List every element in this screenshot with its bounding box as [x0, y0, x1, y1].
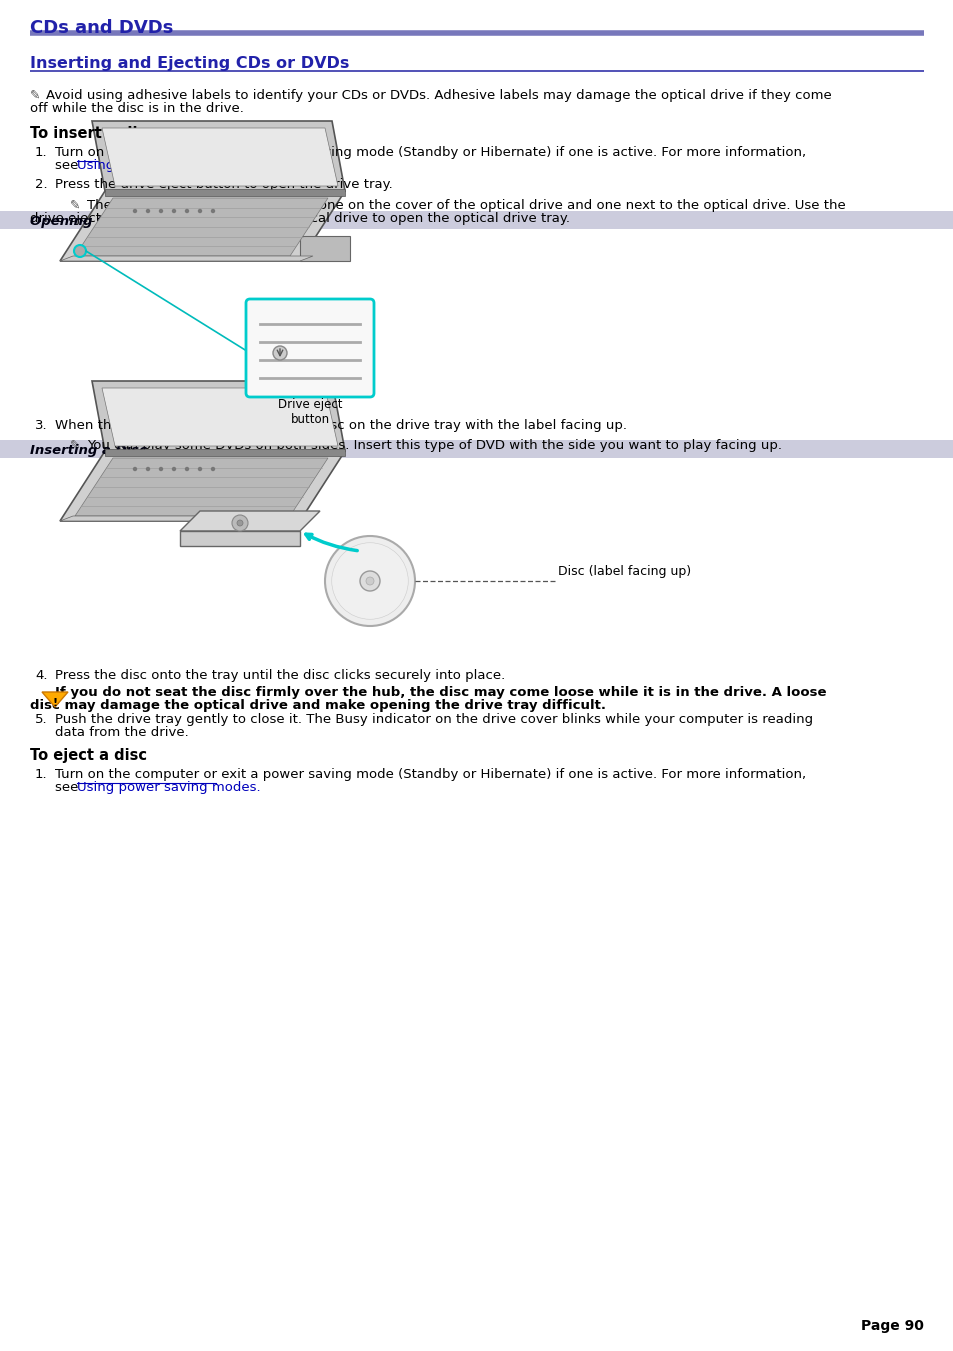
Text: off while the disc is in the drive.: off while the disc is in the drive.: [30, 101, 244, 115]
Bar: [0, 211, 953, 230]
Circle shape: [236, 520, 243, 526]
Text: There are two drive eject buttons: one on the cover of the optical drive and one: There are two drive eject buttons: one o…: [87, 199, 845, 212]
Circle shape: [159, 209, 162, 212]
Circle shape: [172, 467, 175, 470]
FancyBboxPatch shape: [246, 299, 374, 397]
Text: Inserting a Disc: Inserting a Disc: [30, 444, 147, 457]
Polygon shape: [75, 458, 328, 516]
Text: ✎: ✎: [70, 439, 80, 453]
Polygon shape: [60, 516, 313, 521]
Text: 4.: 4.: [35, 669, 48, 682]
Text: You can play some DVDs on both sides. Insert this type of DVD with the side you : You can play some DVDs on both sides. In…: [87, 439, 781, 453]
Text: Inserting and Ejecting CDs or DVDs: Inserting and Ejecting CDs or DVDs: [30, 55, 349, 72]
Text: 1.: 1.: [35, 146, 48, 159]
Text: If you do not seat the disc firmly over the hub, the disc may come loose while i: If you do not seat the disc firmly over …: [55, 686, 825, 698]
Circle shape: [325, 536, 415, 626]
Circle shape: [185, 467, 189, 470]
Text: 3.: 3.: [35, 419, 48, 432]
Text: When the drive tray slides out, place a disc on the drive tray with the label fa: When the drive tray slides out, place a …: [55, 419, 626, 432]
Text: see: see: [55, 781, 83, 794]
Polygon shape: [75, 199, 328, 255]
Polygon shape: [102, 388, 337, 446]
Text: Using power saving modes.: Using power saving modes.: [77, 781, 260, 794]
Text: Turn on the computer or exit a power saving mode (Standby or Hibernate) if one i: Turn on the computer or exit a power sav…: [55, 146, 805, 159]
Circle shape: [133, 209, 136, 212]
Polygon shape: [180, 531, 299, 546]
Circle shape: [332, 543, 408, 619]
Circle shape: [212, 209, 214, 212]
Text: Press the disc onto the tray until the disc clicks securely into place.: Press the disc onto the tray until the d…: [55, 669, 505, 682]
Text: 1.: 1.: [35, 767, 48, 781]
Polygon shape: [299, 236, 350, 261]
Circle shape: [172, 209, 175, 212]
Text: disc may damage the optical drive and make opening the drive tray difficult.: disc may damage the optical drive and ma…: [30, 698, 605, 712]
Text: data from the drive.: data from the drive.: [55, 725, 189, 739]
Circle shape: [212, 467, 214, 470]
Text: 2.: 2.: [35, 178, 48, 190]
Circle shape: [198, 209, 201, 212]
Text: Push the drive tray gently to close it. The Busy indicator on the drive cover bl: Push the drive tray gently to close it. …: [55, 713, 812, 725]
Polygon shape: [105, 189, 345, 196]
Text: 5.: 5.: [35, 713, 48, 725]
Polygon shape: [42, 692, 68, 707]
Polygon shape: [60, 190, 345, 261]
Text: To eject a disc: To eject a disc: [30, 748, 147, 763]
Text: Avoid using adhesive labels to identify your CDs or DVDs. Adhesive labels may da: Avoid using adhesive labels to identify …: [46, 89, 831, 101]
Polygon shape: [180, 511, 319, 531]
Bar: [0, 440, 953, 458]
Circle shape: [74, 245, 86, 257]
Text: Turn on the computer or exit a power saving mode (Standby or Hibernate) if one i: Turn on the computer or exit a power sav…: [55, 767, 805, 781]
Text: !: !: [52, 698, 57, 708]
Polygon shape: [91, 122, 345, 190]
Circle shape: [273, 346, 287, 359]
Circle shape: [198, 467, 201, 470]
Circle shape: [159, 467, 162, 470]
Circle shape: [185, 209, 189, 212]
Polygon shape: [105, 449, 345, 457]
Circle shape: [359, 571, 379, 590]
Text: ✎: ✎: [70, 199, 80, 212]
Text: Page 90: Page 90: [861, 1319, 923, 1333]
Polygon shape: [60, 255, 313, 261]
Text: Drive eject
button: Drive eject button: [277, 399, 342, 426]
Text: drive eject button located next to the optical drive to open the optical drive t: drive eject button located next to the o…: [30, 212, 569, 226]
Text: see: see: [55, 159, 83, 172]
Text: To insert a disc: To insert a disc: [30, 126, 154, 141]
Text: Using power saving modes.: Using power saving modes.: [77, 159, 260, 172]
Text: ✎: ✎: [30, 89, 40, 101]
Circle shape: [232, 515, 248, 531]
Text: Disc (label facing up): Disc (label facing up): [558, 565, 690, 578]
Polygon shape: [60, 451, 345, 521]
Circle shape: [133, 467, 136, 470]
Text: Press the drive eject button to open the drive tray.: Press the drive eject button to open the…: [55, 178, 393, 190]
Polygon shape: [91, 381, 345, 451]
Circle shape: [147, 209, 150, 212]
Text: CDs and DVDs: CDs and DVDs: [30, 19, 173, 36]
Circle shape: [366, 577, 374, 585]
Polygon shape: [102, 128, 337, 186]
Text: Opening the Drive Tray: Opening the Drive Tray: [30, 215, 202, 228]
Circle shape: [147, 467, 150, 470]
